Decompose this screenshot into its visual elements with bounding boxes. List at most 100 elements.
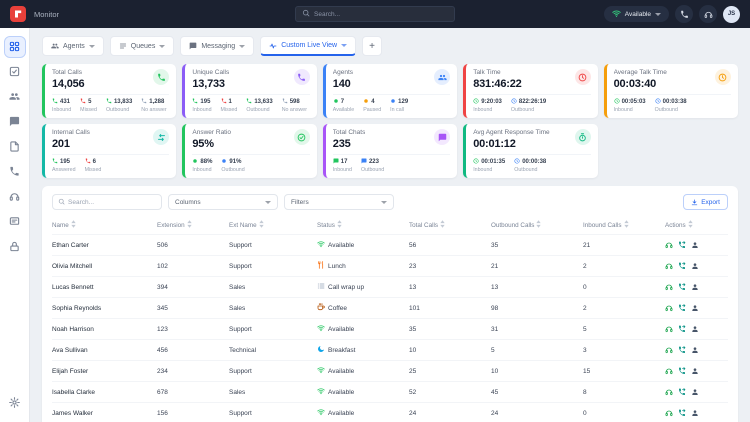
phone-icon: [85, 158, 91, 166]
sidebar-item-agents[interactable]: [5, 87, 25, 107]
user-icon[interactable]: [691, 409, 699, 417]
extension: 123: [157, 325, 168, 333]
column-label: Extension: [157, 221, 185, 229]
inbound-calls: 0: [583, 283, 587, 291]
column-header-ext-name[interactable]: Ext Name: [229, 220, 317, 230]
columns-dropdown[interactable]: Columns: [168, 194, 278, 210]
stat-label: Outbound: [246, 107, 270, 113]
lock-icon: [9, 241, 20, 254]
sidebar-item-support[interactable]: [5, 187, 25, 207]
user-icon[interactable]: [691, 388, 699, 396]
agent-status-pill[interactable]: Available: [603, 6, 669, 22]
kpi-card-answer-ratio: Answer Ratio 95% 88% Inbound 91% Outboun…: [182, 124, 317, 178]
column-header-name[interactable]: Name: [52, 220, 157, 230]
phone-forward-icon[interactable]: [678, 346, 686, 354]
user-icon[interactable]: [691, 346, 699, 354]
tab-label: Messaging: [201, 42, 236, 50]
phone-forward-icon[interactable]: [678, 325, 686, 333]
column-header-total-calls[interactable]: Total Calls: [409, 220, 491, 230]
headset-icon[interactable]: [665, 346, 673, 354]
ext-name: Support: [229, 241, 252, 249]
column-header-actions[interactable]: Actions: [665, 220, 728, 230]
status-label: Coffee: [328, 304, 348, 312]
filters-dropdown[interactable]: Filters: [284, 194, 394, 210]
app-logo-icon[interactable]: [10, 6, 26, 22]
sidebar-item-reports[interactable]: [5, 137, 25, 157]
clock-icon: [714, 69, 731, 85]
sidebar-item-messages[interactable]: [5, 212, 25, 232]
headset-icon[interactable]: [665, 262, 673, 270]
sort-icon: [623, 220, 629, 230]
tab-queues[interactable]: Queues: [109, 36, 175, 56]
column-header-extension[interactable]: Extension: [157, 220, 229, 230]
stat-label: Answered: [52, 167, 76, 173]
headset-icon[interactable]: [665, 283, 673, 291]
user-icon[interactable]: [691, 262, 699, 270]
phone-forward-icon[interactable]: [678, 262, 686, 270]
sidebar-item-chats[interactable]: [5, 112, 25, 132]
user-icon[interactable]: [691, 304, 699, 312]
stat-label: Missed: [80, 107, 97, 113]
headset-icon[interactable]: [665, 367, 673, 375]
sidebar-item-settings[interactable]: [5, 393, 25, 413]
phone-forward-icon[interactable]: [678, 388, 686, 396]
sidebar: [0, 28, 30, 422]
export-label: Export: [701, 198, 720, 206]
columns-label: Columns: [175, 198, 201, 206]
user-icon[interactable]: [691, 241, 699, 249]
sidebar-item-dashboard[interactable]: [3, 36, 26, 58]
card-title: Agents: [332, 69, 354, 76]
column-header-inbound-calls[interactable]: Inbound Calls: [583, 220, 665, 230]
total-calls: 23: [409, 262, 417, 270]
status-label: Available: [328, 388, 355, 396]
user-icon[interactable]: [691, 325, 699, 333]
phone-icon: [221, 98, 227, 106]
card-stat: 9:20:03 Inbound: [473, 98, 502, 113]
column-header-status[interactable]: Status: [317, 220, 409, 230]
headset-button[interactable]: [699, 5, 717, 23]
stat-value: 4: [371, 99, 375, 105]
page-title: Monitor: [34, 9, 60, 19]
sort-icon: [71, 220, 76, 230]
card-stat: 6 Missed: [85, 158, 101, 173]
wifi-icon: [317, 324, 325, 334]
card-title: Answer Ratio: [192, 129, 232, 136]
user-avatar[interactable]: JS: [723, 5, 740, 23]
user-icon[interactable]: [691, 283, 699, 291]
actions-cell: [665, 325, 728, 333]
stat-value: 91%: [229, 159, 242, 165]
stat-label: Outbound: [105, 107, 130, 113]
extension: 156: [157, 409, 168, 417]
phone-forward-icon[interactable]: [678, 409, 686, 417]
sidebar-item-tasks[interactable]: [5, 62, 25, 82]
stat-label: Inbound: [332, 167, 352, 173]
phone-forward-icon[interactable]: [678, 367, 686, 375]
tab-agents[interactable]: Agents: [42, 36, 104, 56]
export-button[interactable]: Export: [683, 194, 728, 210]
user-icon[interactable]: [691, 367, 699, 375]
stat-value: 13,833: [113, 99, 133, 105]
tab-custom-live-view[interactable]: Custom Live View: [260, 36, 357, 56]
chevron-down-icon: [239, 44, 246, 48]
headset-icon[interactable]: [665, 388, 673, 396]
tab-messaging[interactable]: Messaging: [180, 36, 255, 56]
table-row: Olivia Mitchell 102 Support Lunch 23 21 …: [52, 255, 728, 276]
global-search-input[interactable]: [314, 10, 448, 18]
phone-forward-icon[interactable]: [678, 283, 686, 291]
column-header-outbound-calls[interactable]: Outbound Calls: [491, 220, 583, 230]
headset-icon[interactable]: [665, 241, 673, 249]
phone-button[interactable]: [675, 5, 693, 23]
total-calls: 35: [409, 325, 417, 333]
message-icon: [9, 216, 20, 229]
headset-icon[interactable]: [665, 409, 673, 417]
phone-forward-icon[interactable]: [678, 304, 686, 312]
sidebar-item-calls[interactable]: [5, 162, 25, 182]
add-view-button[interactable]: +: [362, 36, 383, 56]
headset-icon[interactable]: [665, 325, 673, 333]
phone-forward-icon[interactable]: [678, 241, 686, 249]
table-search-input[interactable]: [68, 198, 156, 206]
agent-name: Sophia Reynolds: [52, 304, 102, 312]
headset-icon[interactable]: [665, 304, 673, 312]
sidebar-item-security[interactable]: [5, 237, 25, 257]
dot-icon: [363, 98, 369, 106]
